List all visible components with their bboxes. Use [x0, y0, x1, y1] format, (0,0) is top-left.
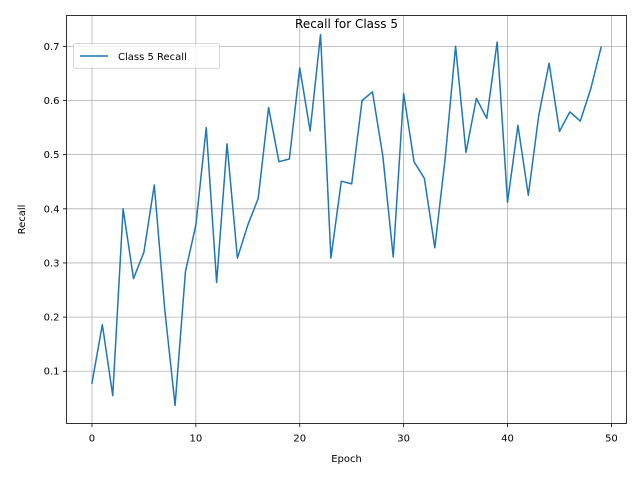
y-axis-label: Recall — [17, 205, 28, 235]
legend-label: Class 5 Recall — [118, 52, 187, 63]
y-axis: 0.1 0.2 0.3 0.4 0.5 0.6 0.7 — [44, 42, 67, 378]
series-layer — [91, 33, 602, 407]
x-tick-label: 40 — [501, 434, 514, 445]
legend: Class 5 Recall — [73, 43, 220, 69]
y-tick-label: 0.2 — [44, 313, 60, 324]
x-tick-label: 50 — [605, 434, 618, 445]
x-axis-label: Epoch — [331, 454, 362, 465]
series-line — [91, 33, 602, 407]
plot-frame — [66, 15, 627, 424]
x-tick-label: 0 — [89, 434, 95, 445]
y-tick-label: 0.6 — [44, 96, 60, 107]
y-tick-label: 0.3 — [44, 258, 60, 269]
x-tick-label: 20 — [293, 434, 306, 445]
x-axis: 0 10 20 30 40 50 — [89, 423, 618, 445]
y-tick-label: 0.7 — [44, 42, 60, 53]
x-tick-label: 10 — [189, 434, 202, 445]
x-tick-label: 30 — [397, 434, 410, 445]
legend-box — [73, 43, 220, 69]
y-tick-label: 0.4 — [44, 204, 60, 215]
chart-title: Recall for Class 5 — [295, 17, 398, 31]
y-tick-label: 0.1 — [44, 367, 60, 378]
y-tick-label: 0.5 — [44, 150, 60, 161]
grid — [66, 15, 627, 424]
